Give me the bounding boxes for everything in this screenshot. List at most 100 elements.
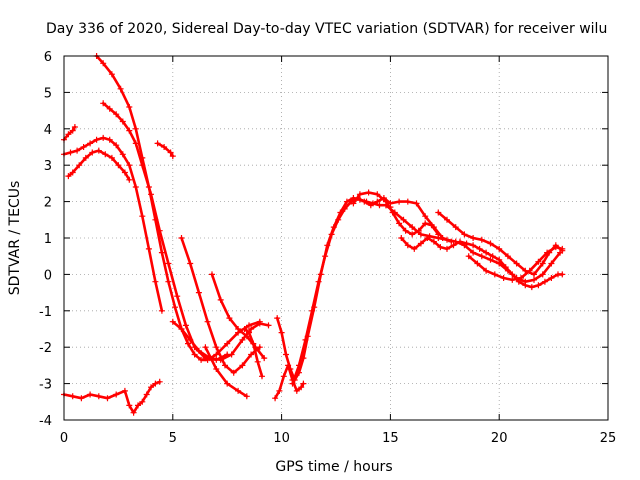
data-point: [428, 222, 435, 229]
data-point: [148, 384, 154, 391]
data-point: [174, 293, 181, 300]
data-point: [82, 154, 89, 161]
data-point: [139, 162, 146, 169]
data-point: [509, 271, 516, 278]
data-point: [417, 240, 424, 247]
data-point: [457, 238, 463, 245]
data-point: [413, 200, 420, 207]
y-tick-label: 1: [44, 232, 52, 247]
data-point: [402, 227, 409, 234]
data-point: [169, 318, 176, 325]
data-point: [241, 326, 248, 332]
data-point: [552, 244, 559, 251]
data-point: [409, 224, 416, 231]
data-series: [61, 53, 566, 416]
series-arc-5: [100, 100, 231, 363]
data-point: [289, 380, 296, 387]
series-arc-14: [274, 195, 394, 383]
data-point: [243, 333, 250, 340]
data-point: [87, 391, 94, 398]
data-point: [108, 71, 115, 78]
data-point: [322, 253, 329, 260]
data-point: [535, 282, 542, 289]
data-point: [119, 151, 126, 158]
chart-title: Day 336 of 2020, Sidereal Day-to-day VTE…: [46, 21, 607, 37]
data-point: [126, 127, 133, 134]
data-point: [411, 245, 418, 252]
data-point: [559, 245, 566, 252]
data-point: [104, 395, 111, 402]
data-point: [470, 242, 477, 249]
data-point: [435, 235, 442, 241]
y-tick-label: -1: [39, 305, 52, 320]
data-point: [489, 253, 496, 260]
data-point: [204, 318, 211, 325]
data-point: [156, 378, 163, 385]
data-point: [300, 380, 307, 387]
data-point: [213, 351, 220, 358]
data-point: [169, 153, 176, 160]
data-point: [132, 140, 139, 147]
data-point: [396, 198, 403, 205]
data-point: [115, 162, 122, 169]
data-point: [374, 191, 381, 198]
series-arc-12: [61, 378, 163, 416]
data-point: [152, 380, 159, 387]
data-point: [450, 242, 457, 249]
data-point: [539, 271, 546, 278]
data-point: [143, 391, 150, 398]
data-point: [235, 387, 242, 394]
data-point: [243, 393, 250, 400]
data-point: [69, 169, 76, 176]
data-point: [315, 278, 322, 285]
data-point: [148, 191, 154, 198]
data-point: [483, 267, 490, 274]
data-point: [95, 393, 102, 400]
data-point: [67, 149, 74, 156]
data-point: [126, 104, 133, 110]
data-point: [526, 267, 533, 274]
grid-lines: [64, 56, 608, 420]
data-point: [78, 395, 85, 402]
y-tick-label: -2: [39, 341, 52, 356]
y-tick-label: 2: [44, 196, 52, 211]
data-point: [309, 307, 316, 314]
data-point: [224, 380, 231, 387]
data-point: [487, 256, 494, 263]
series-arc-11: [241, 326, 265, 380]
data-point: [217, 296, 224, 303]
x-tick-label: 0: [60, 431, 68, 446]
data-point: [224, 340, 231, 347]
data-point: [132, 125, 139, 132]
data-point: [509, 276, 516, 283]
data-point: [365, 189, 372, 196]
data-point: [195, 347, 202, 354]
data-point: [250, 340, 257, 347]
data-point: [69, 393, 76, 400]
y-tick-label: -4: [39, 414, 52, 429]
data-point: [376, 202, 383, 209]
data-point: [404, 198, 411, 205]
data-point: [95, 147, 102, 154]
data-point: [139, 398, 146, 405]
data-point: [463, 240, 470, 247]
data-point: [230, 369, 237, 376]
data-point: [132, 184, 139, 190]
data-point: [496, 256, 503, 263]
data-point: [191, 351, 198, 358]
data-point: [430, 238, 437, 245]
series-line: [291, 196, 453, 385]
data-point: [100, 60, 107, 67]
x-tick-label: 5: [169, 431, 177, 446]
series-line: [95, 54, 262, 362]
series-line: [436, 211, 564, 276]
data-point: [172, 304, 178, 311]
data-point: [165, 260, 172, 267]
data-point: [106, 105, 113, 112]
data-point: [228, 351, 235, 358]
data-point: [293, 387, 300, 394]
data-point: [283, 351, 289, 358]
data-point: [302, 336, 309, 343]
data-point: [522, 282, 529, 289]
series-arc-15: [289, 195, 455, 387]
